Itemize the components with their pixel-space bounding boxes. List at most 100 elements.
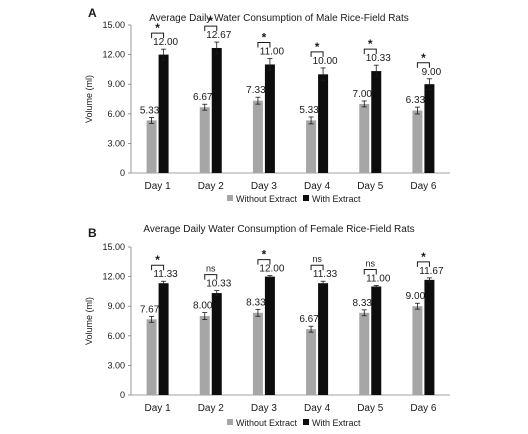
significance-marker: * [208, 14, 213, 28]
significance-bracket [416, 261, 430, 267]
legend-label-without-extract: Without Extract [236, 418, 298, 428]
bar-with-extract [211, 47, 222, 173]
y-tick-label: 0 [120, 168, 125, 178]
y-tick-label: 6.00 [107, 109, 125, 119]
data-label: 9.00 [422, 67, 442, 78]
data-label: 9.00 [406, 291, 426, 302]
significance-bracket [363, 48, 377, 55]
x-tick-label: Day 1 [145, 403, 172, 414]
y-axis-label: Volume (ml) [84, 75, 94, 123]
bar-without-extract [359, 103, 370, 173]
chart-title: Average Daily Water Consumption of Male … [149, 13, 409, 24]
y-tick-label: 12.00 [102, 50, 125, 60]
x-tick-label: Day 2 [198, 403, 225, 414]
significance-marker: ns [365, 258, 375, 268]
legend-swatch-without-extract [227, 419, 233, 425]
significance-marker: * [421, 250, 426, 264]
data-label: 11.33 [313, 269, 338, 280]
significance-bracket [204, 25, 218, 32]
data-label: 8.00 [193, 301, 213, 312]
significance-bracket [151, 32, 165, 39]
significance-bracket [151, 264, 165, 271]
data-label: 8.33 [246, 297, 266, 308]
significance-marker: * [262, 31, 267, 45]
significance-marker: * [155, 21, 160, 35]
legend-swatch-with-extract [303, 419, 309, 425]
bar-with-extract [211, 293, 222, 395]
x-tick-label: Day 4 [304, 403, 331, 414]
y-tick-label: 15.00 [102, 20, 125, 30]
significance-marker: * [315, 40, 320, 54]
legend: Without Extract With Extract [227, 418, 361, 428]
bar-with-extract [264, 64, 275, 173]
data-label: 11.00 [366, 273, 391, 284]
y-tick-label: 6.00 [107, 331, 125, 341]
x-tick-label: Day 5 [357, 403, 384, 414]
x-tick-label: Day 5 [357, 181, 384, 192]
significance-bracket [416, 62, 430, 68]
legend-swatch-without-extract [227, 195, 233, 201]
bar-with-extract [318, 283, 329, 395]
panel-a: A Average Daily Water Consumption of Male… [84, 6, 450, 204]
panel-letter: B [88, 226, 97, 240]
data-label: 5.33 [299, 105, 319, 116]
x-tick-label: Day 6 [410, 403, 437, 414]
significance-bracket [310, 51, 324, 57]
bar-without-extract [412, 110, 423, 173]
data-label: 6.33 [406, 95, 426, 106]
significance-marker: ns [206, 264, 216, 274]
y-axis-label: Volume (ml) [84, 297, 94, 345]
y-tick-label: 0 [120, 390, 125, 400]
data-label: 12.00 [259, 264, 284, 275]
significance-bracket [363, 268, 377, 275]
bar-with-extract [158, 283, 169, 395]
bar-with-extract [424, 279, 435, 395]
bar-with-extract [318, 74, 329, 173]
bar-with-extract [371, 71, 382, 173]
y-tick-label: 12.00 [102, 272, 125, 282]
legend: Without Extract With Extract [227, 194, 361, 204]
y-tick-label: 15.00 [102, 242, 125, 252]
bar-with-extract [371, 286, 382, 395]
data-label: 11.00 [260, 47, 285, 58]
bar-with-extract [424, 84, 435, 173]
bar-without-extract [146, 120, 157, 173]
bar-without-extract [146, 319, 157, 395]
bar-without-extract [199, 316, 210, 395]
panel-b: B Average Daily Water Consumption of Fema… [84, 224, 450, 428]
data-label: 8.33 [353, 298, 373, 309]
data-label: 10.33 [366, 53, 391, 64]
data-label: 7.00 [353, 89, 373, 100]
data-label: 11.67 [419, 266, 444, 277]
y-tick-label: 9.00 [107, 301, 125, 311]
chart-title: Average Daily Water Consumption of Femal… [143, 224, 414, 235]
data-label: 6.67 [193, 92, 213, 103]
significance-marker: * [421, 51, 426, 65]
y-tick-label: 3.00 [107, 360, 125, 370]
legend-swatch-with-extract [303, 195, 309, 201]
data-label: 10.33 [206, 279, 231, 290]
bar-without-extract [306, 120, 317, 173]
legend-label-without-extract: Without Extract [236, 194, 298, 204]
x-tick-label: Day 3 [251, 181, 278, 192]
y-tick-label: 9.00 [107, 79, 125, 89]
bar-without-extract [199, 107, 210, 173]
data-label: 11.33 [153, 269, 178, 280]
data-label: 12.67 [206, 30, 231, 41]
significance-marker: * [262, 248, 267, 262]
significance-bracket [257, 42, 271, 48]
significance-bracket [310, 264, 324, 271]
legend-label-with-extract: With Extract [312, 418, 361, 428]
significance-bracket [204, 274, 218, 280]
bar-with-extract [158, 54, 169, 173]
legend-label-with-extract: With Extract [312, 194, 361, 204]
significance-bracket [257, 259, 271, 265]
x-tick-label: Day 4 [304, 181, 331, 192]
significance-marker: * [155, 253, 160, 267]
bar-without-extract [306, 329, 317, 395]
x-tick-label: Day 2 [198, 181, 225, 192]
significance-marker: * [368, 37, 373, 51]
bar-without-extract [252, 312, 263, 395]
data-label: 10.00 [313, 56, 338, 67]
